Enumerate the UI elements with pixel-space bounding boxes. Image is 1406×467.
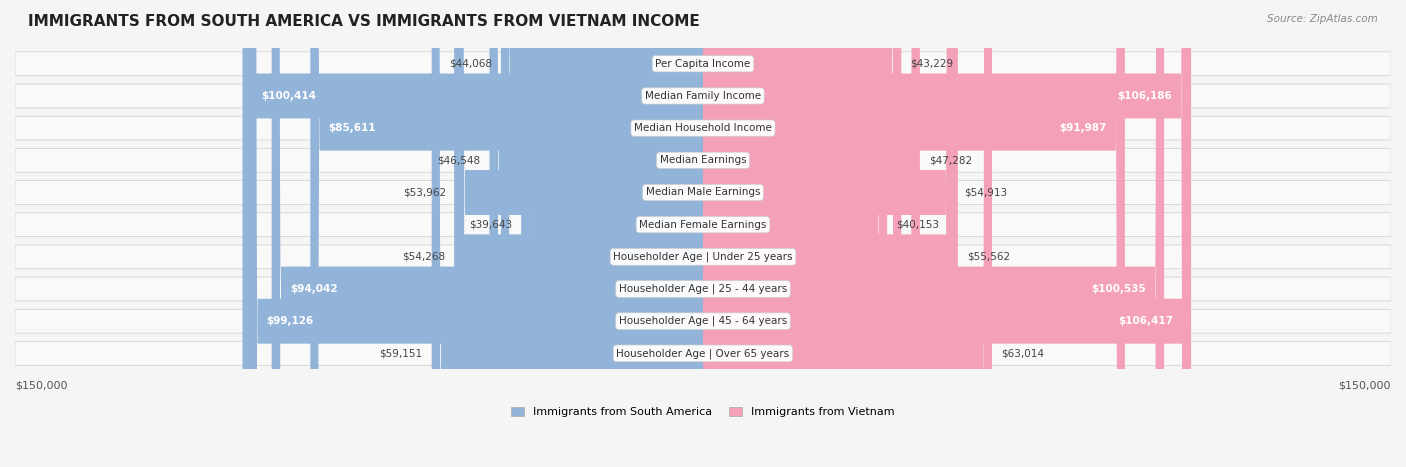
Text: Householder Age | Over 65 years: Householder Age | Over 65 years bbox=[616, 348, 790, 359]
Text: $54,268: $54,268 bbox=[402, 252, 444, 262]
FancyBboxPatch shape bbox=[15, 213, 1391, 237]
FancyBboxPatch shape bbox=[15, 277, 1391, 301]
FancyBboxPatch shape bbox=[522, 0, 703, 467]
FancyBboxPatch shape bbox=[489, 0, 703, 467]
FancyBboxPatch shape bbox=[703, 0, 1125, 467]
FancyBboxPatch shape bbox=[15, 149, 1391, 172]
FancyBboxPatch shape bbox=[703, 0, 901, 467]
Text: Householder Age | 45 - 64 years: Householder Age | 45 - 64 years bbox=[619, 316, 787, 326]
Text: $150,000: $150,000 bbox=[1339, 381, 1391, 391]
FancyBboxPatch shape bbox=[432, 0, 703, 467]
FancyBboxPatch shape bbox=[501, 0, 703, 467]
Text: $54,913: $54,913 bbox=[965, 187, 1007, 198]
Text: Median Female Earnings: Median Female Earnings bbox=[640, 219, 766, 230]
Text: $106,186: $106,186 bbox=[1116, 91, 1171, 101]
Text: $40,153: $40,153 bbox=[897, 219, 939, 230]
FancyBboxPatch shape bbox=[703, 0, 993, 467]
FancyBboxPatch shape bbox=[15, 181, 1391, 205]
Text: $46,548: $46,548 bbox=[437, 156, 481, 165]
Legend: Immigrants from South America, Immigrants from Vietnam: Immigrants from South America, Immigrant… bbox=[506, 403, 900, 422]
Text: $100,535: $100,535 bbox=[1091, 284, 1146, 294]
FancyBboxPatch shape bbox=[15, 341, 1391, 365]
Text: Median Male Earnings: Median Male Earnings bbox=[645, 187, 761, 198]
Text: $100,414: $100,414 bbox=[260, 91, 316, 101]
FancyBboxPatch shape bbox=[703, 0, 957, 467]
Text: Householder Age | Under 25 years: Householder Age | Under 25 years bbox=[613, 252, 793, 262]
Text: Source: ZipAtlas.com: Source: ZipAtlas.com bbox=[1267, 14, 1378, 24]
Text: $53,962: $53,962 bbox=[404, 187, 446, 198]
Text: $63,014: $63,014 bbox=[1001, 348, 1045, 358]
Text: $59,151: $59,151 bbox=[380, 348, 423, 358]
Text: Per Capita Income: Per Capita Income bbox=[655, 59, 751, 69]
FancyBboxPatch shape bbox=[703, 0, 887, 467]
Text: $91,987: $91,987 bbox=[1059, 123, 1107, 133]
FancyBboxPatch shape bbox=[271, 0, 703, 467]
FancyBboxPatch shape bbox=[703, 0, 1189, 467]
FancyBboxPatch shape bbox=[15, 52, 1391, 76]
Text: $99,126: $99,126 bbox=[267, 316, 314, 326]
Text: $150,000: $150,000 bbox=[15, 381, 67, 391]
Text: Householder Age | 25 - 44 years: Householder Age | 25 - 44 years bbox=[619, 284, 787, 294]
Text: $55,562: $55,562 bbox=[967, 252, 1010, 262]
Text: Median Earnings: Median Earnings bbox=[659, 156, 747, 165]
Text: $47,282: $47,282 bbox=[929, 156, 972, 165]
Text: $43,229: $43,229 bbox=[911, 59, 953, 69]
Text: $39,643: $39,643 bbox=[468, 219, 512, 230]
FancyBboxPatch shape bbox=[15, 309, 1391, 333]
FancyBboxPatch shape bbox=[703, 0, 955, 467]
FancyBboxPatch shape bbox=[249, 0, 703, 467]
FancyBboxPatch shape bbox=[703, 0, 1191, 467]
Text: Median Family Income: Median Family Income bbox=[645, 91, 761, 101]
FancyBboxPatch shape bbox=[703, 0, 1164, 467]
FancyBboxPatch shape bbox=[15, 245, 1391, 269]
FancyBboxPatch shape bbox=[456, 0, 703, 467]
FancyBboxPatch shape bbox=[454, 0, 703, 467]
FancyBboxPatch shape bbox=[15, 116, 1391, 140]
Text: IMMIGRANTS FROM SOUTH AMERICA VS IMMIGRANTS FROM VIETNAM INCOME: IMMIGRANTS FROM SOUTH AMERICA VS IMMIGRA… bbox=[28, 14, 700, 29]
Text: Median Household Income: Median Household Income bbox=[634, 123, 772, 133]
Text: $44,068: $44,068 bbox=[449, 59, 492, 69]
FancyBboxPatch shape bbox=[15, 84, 1391, 108]
FancyBboxPatch shape bbox=[242, 0, 703, 467]
Text: $94,042: $94,042 bbox=[290, 284, 337, 294]
FancyBboxPatch shape bbox=[311, 0, 703, 467]
FancyBboxPatch shape bbox=[703, 0, 920, 467]
Text: $106,417: $106,417 bbox=[1118, 316, 1173, 326]
Text: $85,611: $85,611 bbox=[329, 123, 377, 133]
